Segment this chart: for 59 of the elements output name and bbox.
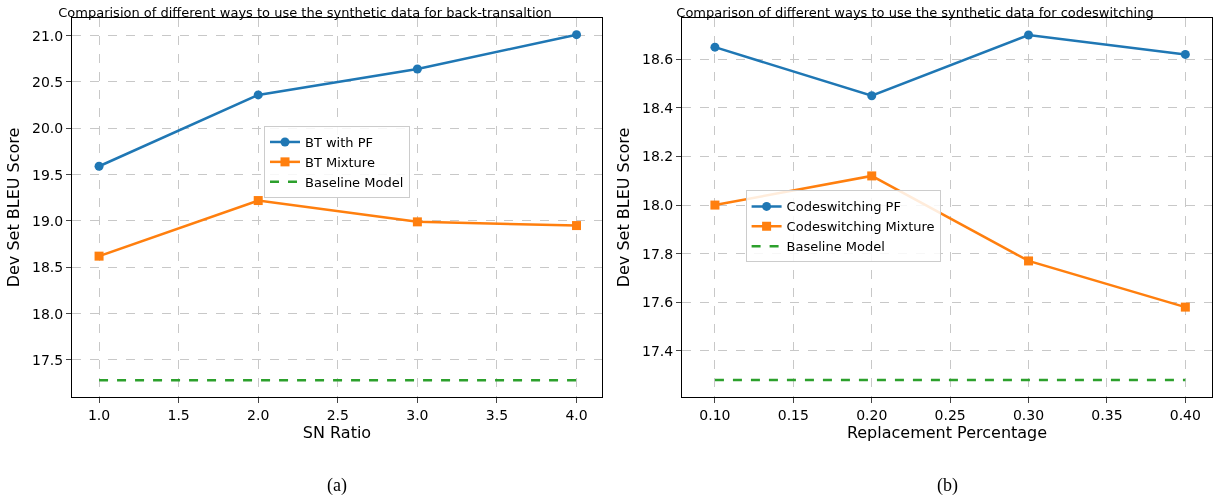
y-tick-label: 20.5 (32, 73, 64, 90)
y-tick-label: 17.8 (642, 245, 674, 262)
point (412, 64, 422, 74)
chart-title: Comparision of different ways to use the synthetic data for back-transaltion (58, 4, 552, 20)
y-axis-title: Dev Set BLEU Score (613, 127, 633, 288)
text: (b) (937, 475, 958, 496)
x-tick-label: 1.5 (167, 406, 190, 423)
point (253, 90, 263, 100)
x-tick-label: 3.0 (406, 406, 429, 423)
y-tick-label: 20.0 (32, 120, 64, 137)
point (867, 171, 877, 181)
point (1180, 49, 1190, 59)
y-tick-label: 17.4 (642, 342, 674, 359)
y-tick-label: 18.2 (642, 148, 674, 165)
y-tick-label: 18.4 (642, 99, 674, 116)
point (1024, 256, 1034, 266)
point (1180, 302, 1190, 312)
legend-label: BT Mixture (305, 154, 375, 170)
point (572, 221, 582, 231)
y-tick-label: 18.0 (642, 196, 674, 213)
y-tick-label: 21.0 (32, 27, 64, 44)
y-tick-label: 18.6 (642, 51, 674, 68)
y-tick-label: 19.5 (32, 166, 64, 183)
x-tick-label: 2.5 (326, 406, 349, 423)
legend-label: Baseline Model (305, 174, 404, 190)
y-axis-title: Dev Set BLEU Score (3, 127, 23, 288)
x-tick-label: 3.5 (485, 406, 509, 423)
x-tick-label: 0.25 (934, 406, 966, 423)
y-tick-label: 18.0 (32, 305, 64, 322)
y-tick-label: 18.5 (32, 259, 64, 276)
point (253, 196, 263, 206)
x-tick-label: 0.35 (1091, 406, 1123, 423)
x-axis-title: Replacement Percentage (846, 422, 1048, 442)
x-tick-label: 0.10 (699, 406, 731, 423)
point (572, 30, 582, 40)
y-tick-label: 17.6 (642, 294, 674, 311)
legend-label: Codeswitching Mixture (786, 219, 935, 235)
x-tick-label: 0.40 (1169, 406, 1201, 423)
text: (a) (327, 475, 347, 496)
legend-label: Baseline Model (786, 239, 885, 255)
x-tick-label: 1.0 (87, 406, 111, 423)
legend-label: BT with PF (305, 135, 374, 151)
y-tick-label: 17.5 (32, 351, 64, 368)
x-tick-label: 0.30 (1012, 406, 1045, 423)
x-tick-label: 0.20 (856, 406, 888, 423)
point (710, 200, 720, 210)
y-tick-label: 19.0 (32, 212, 64, 229)
x-axis-title: SN Ratio (302, 422, 372, 442)
x-tick-label: 2.0 (247, 406, 270, 423)
x-tick-label: 0.15 (777, 406, 809, 423)
point (94, 251, 104, 261)
point (412, 217, 422, 227)
point (1024, 30, 1034, 40)
point (710, 42, 720, 52)
legend-label: Codeswitching PF (786, 199, 901, 215)
point (867, 91, 877, 101)
point (94, 161, 104, 171)
x-tick-label: 4.0 (565, 406, 588, 423)
chart-title: Comparison of different ways to use the synthetic data for codeswitching (676, 4, 1154, 20)
